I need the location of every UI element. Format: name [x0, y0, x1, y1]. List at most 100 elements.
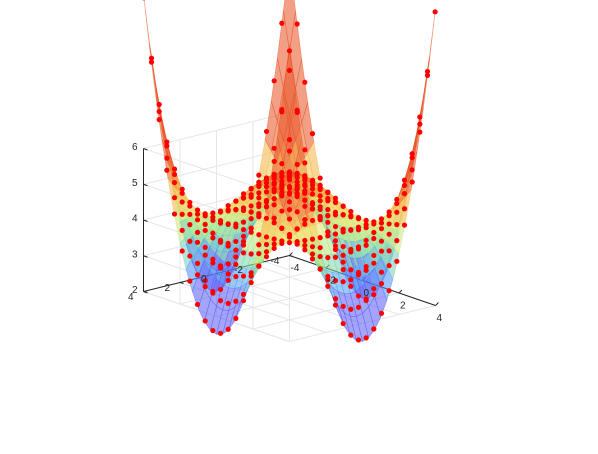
scatter-point: [272, 241, 277, 246]
scatter-point: [341, 304, 346, 309]
scatter-point: [310, 206, 315, 211]
scatter-point: [318, 266, 323, 271]
scatter-point: [333, 247, 338, 252]
scatter-point: [348, 284, 353, 289]
scatter-point: [379, 311, 384, 316]
scatter-point: [371, 292, 376, 297]
z-tick: [144, 256, 148, 258]
scatter-point: [279, 174, 284, 179]
scatter-point: [157, 102, 162, 107]
scatter-point: [218, 263, 223, 268]
scatter-point: [333, 302, 338, 307]
scatter-point: [417, 122, 422, 127]
scatter-point: [356, 272, 361, 277]
scatter-point: [233, 198, 238, 203]
z-tick: [144, 220, 148, 222]
surface-patch: [423, 9, 435, 97]
scatter-point: [433, 9, 438, 14]
scatter-point: [187, 222, 192, 227]
scatter-point: [318, 175, 323, 180]
scatter-point: [302, 217, 307, 222]
scatter-point: [410, 155, 415, 160]
scatter-point: [348, 277, 353, 282]
scatter-point: [164, 143, 169, 148]
scatter-point: [210, 290, 215, 295]
scatter-point: [310, 256, 315, 261]
scatter-point: [387, 232, 392, 237]
scatter-point: [287, 137, 292, 142]
scatter-point: [249, 186, 254, 191]
scatter-point: [318, 245, 323, 250]
scatter-point: [226, 261, 231, 266]
scatter-point: [272, 174, 277, 179]
scatter-point: [387, 263, 392, 268]
scatter-point: [180, 228, 185, 233]
scatter-point: [333, 212, 338, 217]
scatter-point: [256, 263, 261, 268]
scatter-point: [318, 198, 323, 203]
scatter-point: [180, 248, 185, 253]
scatter-point: [295, 192, 300, 197]
scatter-point: [387, 221, 392, 226]
scatter-point: [264, 254, 269, 259]
scatter-point: [394, 238, 399, 243]
scatter-point: [379, 281, 384, 286]
scatter-point: [379, 270, 384, 275]
scatter-point: [341, 259, 346, 264]
scatter-point: [295, 209, 300, 214]
scatter-point: [264, 216, 269, 221]
scatter-point: [364, 335, 369, 340]
scatter-point: [264, 242, 269, 247]
scatter-point: [172, 195, 177, 200]
scatter-point: [310, 200, 315, 205]
scatter-point: [157, 117, 162, 122]
scatter-point: [157, 109, 162, 114]
scatter-point: [295, 162, 300, 167]
scatter-point: [203, 228, 208, 233]
scatter-point: [241, 208, 246, 213]
scatter-point: [295, 108, 300, 113]
scatter-point: [256, 251, 261, 256]
scatter-point: [394, 210, 399, 215]
scatter-point: [341, 267, 346, 272]
scatter-point: [287, 234, 292, 239]
scatter-point: [302, 247, 307, 252]
scatter-point: [264, 129, 269, 134]
scatter-point: [287, 216, 292, 221]
scatter-point: [264, 234, 269, 239]
scatter-point: [387, 248, 392, 253]
scatter-point: [364, 238, 369, 243]
scatter-point: [249, 274, 254, 279]
scatter-point: [356, 215, 361, 220]
scatter-point: [233, 299, 238, 304]
scatter-point: [226, 327, 231, 332]
scatter-point: [371, 253, 376, 258]
scatter-point: [379, 249, 384, 254]
scatter-point: [356, 305, 361, 310]
scatter-point: [264, 249, 269, 254]
scatter-point: [348, 267, 353, 272]
scatter-point: [195, 272, 200, 277]
scatter-point: [218, 331, 223, 336]
scatter-point: [272, 202, 277, 207]
scatter-point: [402, 206, 407, 211]
scatter-point: [325, 190, 330, 195]
scatter-point: [341, 229, 346, 234]
scatter-point: [279, 241, 284, 246]
scatter-point: [310, 131, 315, 136]
scatter-point: [241, 234, 246, 239]
scatter-point: [287, 192, 292, 197]
scatter-point: [302, 222, 307, 227]
scatter-point: [249, 210, 254, 215]
scatter-point: [325, 233, 330, 238]
x-tick: [399, 290, 402, 293]
scatter-point: [325, 255, 330, 260]
scatter-point: [203, 222, 208, 227]
scatter-point: [249, 203, 254, 208]
scatter-point: [310, 237, 315, 242]
scatter-point: [195, 240, 200, 245]
scatter-point: [394, 201, 399, 206]
scatter-point: [272, 189, 277, 194]
